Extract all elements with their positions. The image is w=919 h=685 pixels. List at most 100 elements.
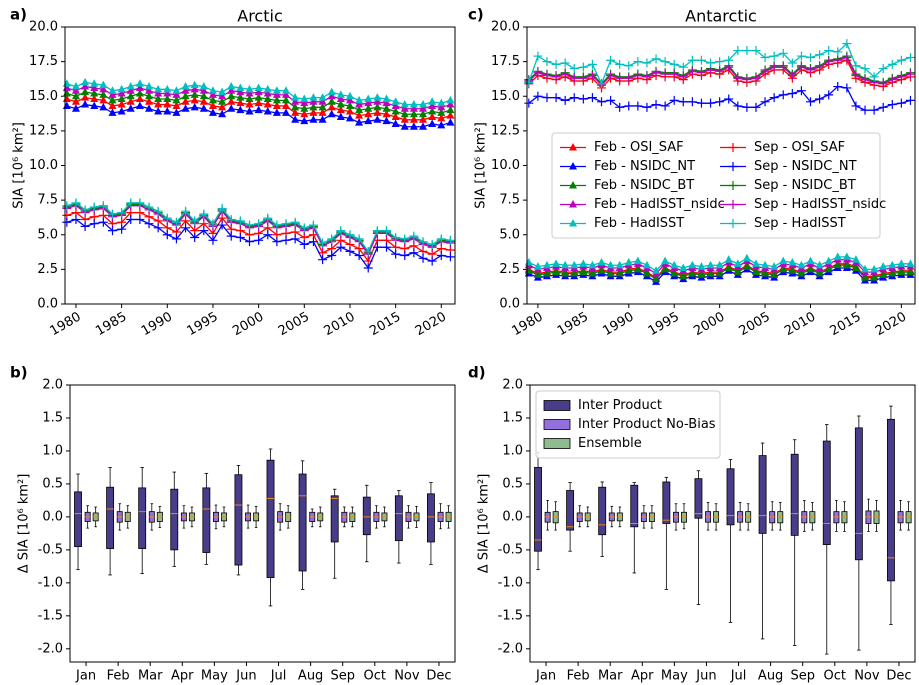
data-point (135, 198, 145, 208)
data-point (445, 235, 455, 245)
data-point (624, 257, 633, 266)
data-point (597, 97, 607, 107)
data-point (181, 97, 190, 105)
data-point (842, 83, 852, 93)
x-tick-label: Jul (730, 669, 747, 684)
y-tick-label: 2.5 (37, 262, 58, 277)
data-point (208, 90, 217, 98)
data-point (391, 97, 400, 105)
data-point (409, 115, 418, 123)
data-point (418, 237, 428, 247)
data-point (99, 102, 108, 111)
legend-swatch (543, 419, 571, 430)
data-point (696, 55, 706, 65)
data-point (687, 66, 697, 76)
data-point (345, 246, 355, 256)
data-point (71, 104, 80, 112)
data-point (851, 61, 861, 71)
data-point (299, 239, 309, 249)
data-point (706, 98, 716, 108)
data-point (579, 267, 588, 276)
plot-frame (526, 26, 916, 305)
data-point (327, 251, 337, 261)
x-tick-label: Oct (364, 669, 386, 684)
data-point (670, 269, 679, 277)
data-point (162, 213, 172, 223)
data-point (363, 246, 373, 256)
plot-frame (69, 384, 456, 663)
data-point (254, 83, 263, 91)
x-tick-label: 2005 (737, 310, 773, 340)
data-point (90, 83, 99, 91)
data-point (217, 220, 227, 230)
data-point (291, 102, 300, 111)
y-tick-label: 0.5 (502, 476, 523, 491)
data-point (542, 93, 552, 103)
data-point (290, 234, 300, 244)
data-point (597, 79, 607, 89)
x-tick-label: Nov (394, 669, 420, 684)
data-point (551, 93, 561, 103)
box (694, 478, 703, 519)
x-tick-label: 1990 (600, 310, 636, 340)
data-point (878, 102, 888, 112)
data-point (108, 95, 117, 104)
data-point (381, 226, 391, 236)
legend-marker (569, 181, 577, 189)
data-point (797, 260, 806, 269)
data-point (896, 72, 906, 82)
data-point (117, 224, 127, 234)
data-point (660, 57, 670, 67)
data-point (199, 82, 208, 90)
data-point (542, 269, 551, 277)
x-tick-label: Aug (298, 669, 323, 684)
data-point (81, 93, 90, 101)
data-point (163, 94, 172, 103)
y-tick-label: 10.0 (491, 158, 520, 173)
data-point (436, 251, 446, 261)
data-point (715, 260, 724, 269)
data-point (336, 94, 345, 103)
data-point (318, 115, 327, 123)
data-point (860, 75, 870, 85)
data-point (896, 55, 906, 65)
data-point (62, 217, 72, 227)
x-tick-label: 1980 (48, 310, 84, 340)
data-point (309, 102, 318, 111)
data-point (300, 94, 309, 103)
data-point (135, 215, 145, 225)
data-point (71, 97, 80, 105)
legend-marker (728, 162, 738, 171)
x-tick-label: May (661, 669, 688, 684)
data-point (327, 234, 337, 244)
x-tick-label: Apr (631, 669, 654, 684)
data-point (796, 62, 806, 72)
data-point (697, 262, 706, 270)
data-point (318, 93, 327, 101)
data-point (327, 97, 336, 105)
data-point (569, 64, 579, 74)
data-point (272, 101, 281, 109)
data-point (282, 101, 291, 109)
data-point (733, 101, 743, 111)
data-point (244, 237, 254, 247)
x-tick-label: 2005 (276, 310, 312, 340)
data-point (587, 59, 597, 69)
x-tick-label: 1990 (139, 310, 175, 340)
x-tick-label: Jan (535, 669, 556, 684)
data-point (687, 97, 697, 107)
legend-label: Feb - HadISST (594, 216, 684, 231)
data-point (742, 102, 752, 112)
y-tick-label: 5.0 (499, 227, 520, 242)
data-point (81, 100, 90, 108)
y-tick-label: 12.5 (491, 123, 520, 138)
data-point (145, 91, 154, 100)
box (726, 468, 735, 526)
legend-label: Inter Product No-Bias (578, 417, 716, 432)
data-point (98, 217, 108, 227)
data-point (833, 47, 843, 57)
data-point (778, 62, 788, 72)
data-point (263, 100, 272, 108)
data-point (815, 50, 825, 60)
y-tick-label: 1.0 (502, 443, 523, 458)
